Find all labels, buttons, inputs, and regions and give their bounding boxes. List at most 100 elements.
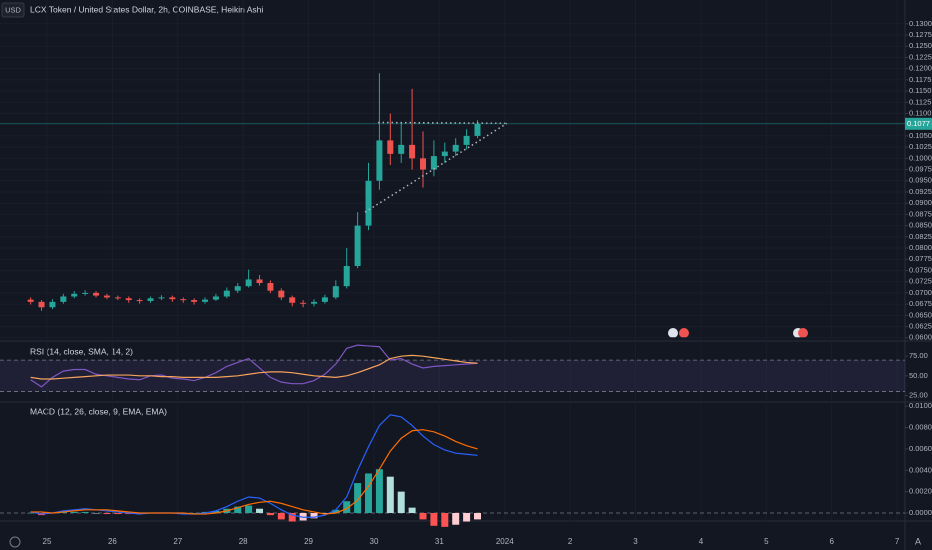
x-tick-label: 28	[239, 537, 248, 546]
y-tick-label: 0.1025	[909, 142, 932, 151]
histogram-bar	[256, 508, 264, 513]
y-tick-label: 0.0675	[909, 299, 932, 308]
candle-body	[245, 279, 252, 287]
event-icon[interactable]	[679, 328, 689, 338]
histogram-bar	[375, 469, 383, 513]
y-tick-label: 0.0650	[909, 310, 932, 319]
candle-body	[420, 158, 427, 170]
histogram-bar	[332, 509, 340, 513]
candle-body	[71, 293, 78, 297]
candle-body	[103, 295, 110, 298]
event-flags[interactable]	[668, 328, 808, 338]
candle-body	[202, 299, 209, 302]
candle-body	[332, 286, 339, 298]
histogram-bar	[288, 512, 296, 522]
currency-label[interactable]: USD	[5, 5, 21, 14]
y-tick-label: 0.0080	[909, 423, 932, 432]
candle-body	[321, 297, 328, 302]
x-tick-label: 2	[568, 537, 573, 546]
y-tick-label: 0.1200	[909, 64, 932, 73]
candle-body	[278, 290, 285, 298]
candle-body	[234, 286, 241, 291]
histogram-bar	[245, 505, 253, 513]
y-tick-label: 0.0040	[909, 465, 932, 474]
last-price-box	[905, 117, 932, 130]
histogram-bar	[473, 512, 481, 520]
histogram-bar	[452, 512, 460, 525]
y-tick-label: 0.1000	[909, 153, 932, 162]
candle-body	[430, 156, 437, 170]
candle-body	[474, 123, 481, 136]
histogram-bar	[234, 506, 242, 513]
candle-body	[267, 283, 274, 291]
y-tick-label: 0.0700	[909, 288, 932, 297]
candle-body	[93, 292, 100, 296]
y-tick-label: 75.00	[909, 351, 928, 360]
y-tick-label: 0.0750	[909, 265, 932, 274]
candle-body	[169, 297, 176, 300]
x-tick-label: 7	[895, 537, 900, 546]
candle-body	[387, 140, 394, 154]
y-tick-label: 0.0875	[909, 209, 932, 218]
candle-body	[125, 298, 132, 301]
y-tick-label: 0.1225	[909, 52, 932, 61]
candle-body	[114, 297, 121, 299]
x-tick-label: 6	[829, 537, 834, 546]
candle-body	[311, 301, 318, 304]
histogram-bar	[81, 511, 89, 513]
histogram-bar	[103, 512, 111, 515]
y-tick-label: 0.0825	[909, 232, 932, 241]
y-tick-label: 0.0925	[909, 187, 932, 196]
series-line	[30, 429, 478, 515]
currency-button[interactable]	[1, 2, 25, 18]
y-tick-label: 0.0975	[909, 165, 932, 174]
candle-body	[354, 225, 361, 266]
x-tick-label: 30	[370, 537, 379, 546]
series-line	[30, 414, 478, 518]
histogram-bar	[386, 476, 394, 513]
histogram-bar	[365, 473, 373, 513]
y-tick-label: 0.1300	[909, 19, 932, 28]
candle-body	[191, 300, 198, 302]
x-tick-label: 4	[699, 537, 704, 546]
candle-body	[147, 298, 154, 301]
series-line	[30, 354, 478, 380]
candle-body	[409, 144, 416, 159]
event-icon[interactable]	[798, 328, 808, 338]
histogram-bar	[310, 512, 318, 519]
candle-body	[223, 290, 230, 297]
trendline	[378, 121, 507, 125]
y-tick-label: 0.0900	[909, 198, 932, 207]
x-tick-label: 31	[435, 537, 444, 546]
candle-body	[289, 297, 296, 303]
y-tick-label: 0.0625	[909, 322, 932, 331]
y-tick-label: 0.0775	[909, 254, 932, 263]
candle-body	[136, 300, 143, 302]
histogram-bar	[343, 501, 351, 513]
histogram-bar	[463, 512, 471, 522]
x-tick-label: 29	[304, 537, 313, 546]
x-tick-label: 2024	[496, 537, 514, 546]
candle-body	[376, 140, 383, 181]
histogram-bar	[419, 512, 427, 520]
y-tick-label: 25.00	[909, 390, 928, 399]
y-tick-label: 0.0950	[909, 176, 932, 185]
y-tick-label: 0.1100	[909, 108, 931, 117]
histogram-bar	[190, 512, 198, 514]
histogram-bar	[212, 510, 220, 513]
y-tick-label: 0.1050	[909, 131, 932, 140]
candle-body	[256, 279, 263, 284]
x-tick-label: 27	[173, 537, 182, 546]
scale-mode-button[interactable]: A	[915, 536, 921, 546]
chart-title: LCX Token / United States Dollar, 2h, CO…	[30, 4, 263, 14]
macd-title: MACD (12, 26, close, 9, EMA, EMA)	[30, 406, 167, 416]
histogram-bar	[114, 512, 122, 515]
event-icon[interactable]	[668, 328, 678, 338]
timezone-icon[interactable]	[9, 536, 21, 548]
histogram-bar	[397, 491, 405, 513]
histogram-bar	[92, 512, 100, 514]
candle-body	[27, 299, 34, 302]
x-tick-label: 5	[764, 537, 769, 546]
